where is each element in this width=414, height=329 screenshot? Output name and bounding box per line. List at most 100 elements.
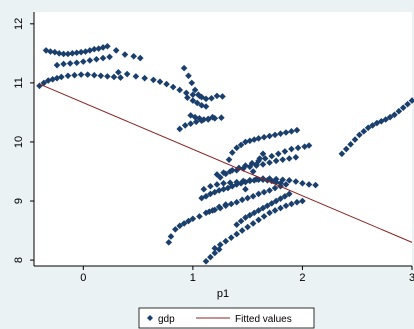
data-point — [238, 227, 246, 234]
data-point — [248, 159, 256, 167]
data-point — [391, 111, 398, 119]
data-point — [53, 61, 61, 69]
data-point — [360, 128, 368, 135]
data-point — [69, 50, 76, 57]
data-point — [227, 234, 235, 241]
data-point — [369, 122, 376, 129]
x-tick-label: 0 — [80, 272, 86, 284]
data-point — [260, 133, 268, 141]
data-point — [242, 214, 249, 221]
legend-gdp-label: gdp — [158, 314, 175, 325]
data-point — [218, 114, 225, 122]
data-point — [255, 216, 262, 224]
data-point — [211, 249, 219, 257]
x-ticks: 0 1 2 3 — [80, 266, 414, 284]
data-point — [77, 48, 85, 56]
data-point — [250, 209, 258, 217]
data-point — [82, 48, 89, 55]
data-point — [202, 95, 210, 103]
data-point — [233, 198, 240, 206]
data-point — [193, 99, 201, 107]
x-tick-label: 3 — [409, 272, 414, 284]
data-point — [47, 48, 54, 55]
data-point — [202, 192, 210, 200]
data-point — [259, 204, 267, 212]
data-point — [260, 188, 268, 196]
data-point — [264, 202, 271, 210]
data-point — [222, 202, 230, 210]
data-point — [211, 188, 219, 196]
data-point — [279, 156, 287, 163]
y-tick-label: 11 — [13, 77, 25, 88]
data-point — [233, 178, 240, 186]
data-point — [399, 104, 407, 111]
data-point — [347, 141, 354, 148]
data-point — [404, 100, 411, 108]
data-point — [112, 47, 120, 54]
data-point — [189, 215, 197, 223]
data-point — [211, 244, 219, 252]
data-point — [207, 182, 214, 190]
data-point — [261, 155, 269, 162]
data-point — [255, 207, 262, 214]
data-point — [244, 194, 251, 202]
data-point — [200, 185, 208, 193]
data-point — [256, 155, 264, 162]
data-point — [338, 150, 346, 158]
data-point — [121, 51, 129, 58]
data-point — [181, 122, 189, 129]
data-point — [36, 82, 43, 90]
data-point — [55, 50, 63, 57]
data-point — [198, 102, 205, 109]
data-point — [191, 113, 199, 121]
data-point — [64, 72, 72, 80]
data-point — [288, 145, 295, 153]
data-point — [238, 196, 246, 204]
data-point — [293, 198, 301, 206]
data-point — [184, 94, 191, 101]
data-point — [167, 233, 175, 240]
data-point — [282, 181, 290, 188]
data-point — [282, 202, 290, 210]
data-point — [275, 150, 282, 158]
data-point — [215, 187, 223, 194]
data-point — [244, 223, 251, 231]
data-point — [299, 197, 306, 205]
data-point — [185, 72, 192, 80]
data-point — [255, 190, 262, 198]
data-point — [196, 213, 203, 220]
data-point — [386, 113, 394, 121]
data-point — [305, 142, 313, 149]
data-point — [99, 54, 107, 62]
y-tick-label: 10 — [13, 136, 25, 148]
data-point — [249, 220, 257, 227]
fitted-values-line — [39, 83, 413, 243]
data-point — [207, 253, 214, 261]
data-point — [97, 72, 105, 80]
data-point — [272, 157, 280, 165]
data-point — [233, 144, 240, 152]
data-point — [255, 157, 262, 165]
data-point — [110, 73, 118, 81]
data-point — [285, 155, 293, 162]
data-point — [191, 86, 199, 94]
data-point — [202, 257, 210, 265]
data-point — [266, 132, 273, 140]
data-point — [176, 125, 184, 133]
legend: gdp Fitted values — [138, 307, 315, 329]
data-point — [90, 71, 98, 79]
data-point — [156, 78, 164, 86]
data-point — [253, 175, 260, 183]
data-point — [208, 94, 215, 102]
data-point — [292, 154, 300, 161]
data-point — [185, 217, 192, 225]
data-point — [288, 200, 295, 208]
data-point — [40, 79, 48, 87]
data-point — [277, 204, 284, 212]
data-point — [141, 74, 148, 82]
y-ticks: 8 9 10 11 12 — [13, 18, 34, 263]
data-point — [80, 58, 87, 65]
data-point — [237, 180, 245, 187]
data-point — [90, 45, 98, 53]
data-point — [216, 241, 224, 249]
